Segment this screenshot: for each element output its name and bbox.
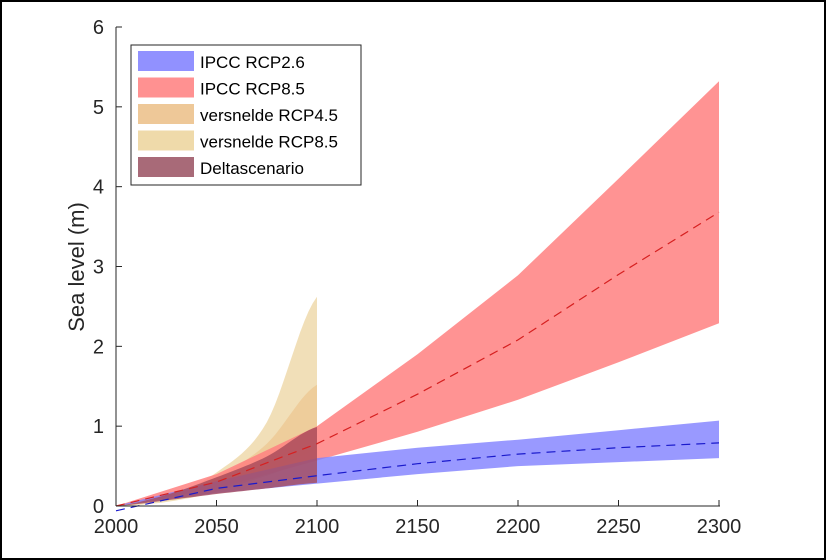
- x-tick-label: 2150: [395, 516, 440, 538]
- x-tick-label: 2000: [94, 516, 139, 538]
- legend-label-ipcc-rcp2-6: IPCC RCP2.6: [200, 53, 305, 72]
- band-deltascenario: [116, 427, 317, 506]
- legend-swatch-ipcc-rcp2-6: [138, 51, 194, 71]
- y-tick-label: 5: [93, 97, 104, 119]
- medians-layer: [115, 211, 720, 512]
- legend-swatch-versnelde-rcp8-5: [138, 130, 194, 151]
- y-tick-label: 4: [93, 177, 104, 199]
- x-tick-label: 2300: [697, 516, 742, 538]
- legend: IPCC RCP2.6 IPCC RCP8.5 versnelde RCP4.5 ve…: [130, 44, 362, 186]
- axes-layer: 2000 2050 2100 2150 2200 2250 2300 0 1 2 3 4 5 6: [93, 17, 741, 538]
- y-tick-label: 6: [93, 17, 104, 39]
- legend-label-ipcc-rcp8-5: IPCC RCP8.5: [200, 80, 305, 99]
- x-tick-label: 2250: [596, 516, 641, 538]
- x-tick-label: 2050: [194, 516, 239, 538]
- y-tick-label: 3: [93, 257, 104, 279]
- y-tick-label: 1: [93, 416, 104, 438]
- band-ipcc-rcp8-5: [116, 81, 719, 507]
- y-tick-label: 2: [93, 336, 104, 358]
- median-line-ipcc-rcp8-5: [115, 211, 720, 507]
- y-axis-label: Sea level (m): [64, 202, 89, 332]
- legend-label-versnelde-rcp4-5: versnelde RCP4.5: [200, 106, 338, 125]
- legend-label-deltascenario: Deltascenario: [200, 159, 304, 178]
- median-line-ipcc-rcp2-6: [115, 442, 720, 512]
- legend-swatch-ipcc-rcp8-5: [138, 77, 194, 98]
- legend-swatch-deltascenario: [138, 157, 194, 177]
- legend-label-versnelde-rcp8-5: versnelde RCP8.5: [200, 133, 338, 152]
- x-tick-label: 2100: [295, 516, 340, 538]
- legend-swatch-versnelde-rcp4-5: [138, 104, 194, 124]
- y-tick-label: 0: [93, 496, 104, 518]
- x-tick-label: 2200: [496, 516, 541, 538]
